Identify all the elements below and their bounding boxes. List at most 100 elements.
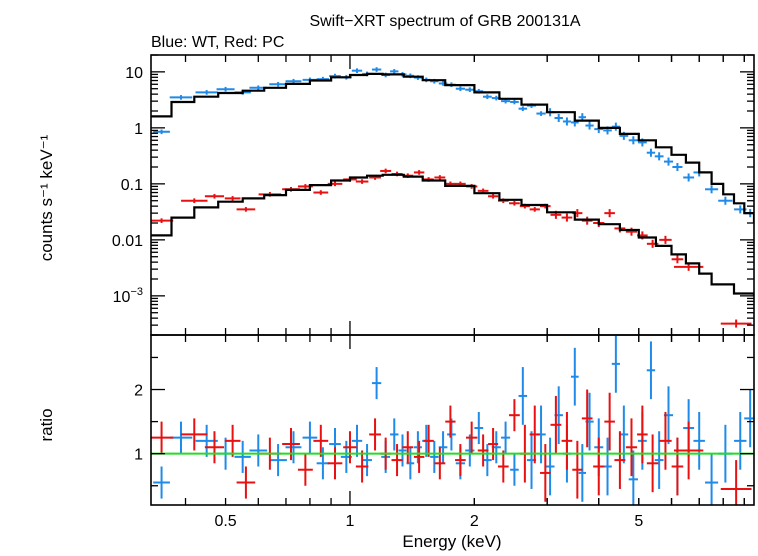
wt-data-point xyxy=(705,185,719,194)
pc-data-point xyxy=(151,218,174,223)
wt-data-point xyxy=(570,347,579,406)
pc-data-point xyxy=(224,196,241,201)
pc-data-point xyxy=(413,170,425,175)
pc-data-point xyxy=(625,227,638,236)
wt-data-point xyxy=(465,434,475,467)
wt-data-point xyxy=(734,411,747,470)
y-tick-label: 0.1 xyxy=(121,177,143,194)
pc-data-point xyxy=(181,198,208,204)
pc-data-point xyxy=(614,431,626,489)
pc-data-point xyxy=(369,418,381,451)
pc-data-point xyxy=(236,466,256,499)
wt-data-point xyxy=(390,69,399,74)
wt-data-point xyxy=(646,341,656,400)
pc-data-point xyxy=(434,175,446,180)
wt-data-point xyxy=(455,86,465,92)
pc-data-point xyxy=(561,213,573,222)
ratio-marks xyxy=(151,335,754,505)
pc-data-point xyxy=(423,424,434,457)
wt-data-point xyxy=(611,335,620,393)
spectrum-ticks: 10 1 0.1 0.01 10−3 xyxy=(112,54,754,336)
wt-data-point xyxy=(510,453,519,486)
wt-data-point xyxy=(536,111,546,116)
pc-data-point xyxy=(181,418,208,451)
wt-data-point xyxy=(153,129,170,135)
wt-data-point xyxy=(430,440,439,473)
pc-data-point xyxy=(488,193,499,199)
pc-data-point xyxy=(604,209,615,218)
wt-data-point xyxy=(718,196,733,205)
pc-data-point xyxy=(455,444,466,477)
y-tick-label-exp: 10−3 xyxy=(113,286,143,306)
wt-data-point xyxy=(474,411,484,445)
wt-data-point xyxy=(195,90,218,95)
wt-data-point xyxy=(169,95,193,100)
wt-model-curve xyxy=(151,72,754,223)
x-tick-label: 2 xyxy=(470,513,479,530)
pc-data-point xyxy=(380,168,392,174)
wt-data-point xyxy=(249,434,268,467)
wt-data-point xyxy=(628,450,638,505)
pc-data-point xyxy=(402,431,414,464)
pc-data-point xyxy=(529,207,540,212)
wt-data-point xyxy=(510,99,519,105)
wt-data-point xyxy=(518,367,528,425)
wt-data-point xyxy=(683,173,695,182)
y-tick-label: 0.01 xyxy=(112,233,143,250)
wt-data-point xyxy=(234,440,251,473)
wt-data-point xyxy=(447,418,456,451)
ratio-series-group xyxy=(151,335,754,505)
pc-data-point xyxy=(671,255,684,264)
wt-data-point xyxy=(562,117,571,126)
chart-title: Swift−XRT spectrum of GRB 200131A xyxy=(309,13,580,30)
ratio-ticks: 1 2 0.5 1 2 5 xyxy=(134,335,754,530)
spectrum-panel: 10 1 0.1 0.01 10−3 xyxy=(112,54,755,336)
y-axis-label-counts: counts s⁻¹ keV⁻¹ xyxy=(37,134,56,261)
wt-data-point xyxy=(269,444,287,477)
pc-data-point xyxy=(434,447,446,480)
pc-data-point xyxy=(561,411,573,470)
wt-data-point xyxy=(603,437,612,496)
pc-spectrum-series xyxy=(151,168,752,328)
wt-data-point xyxy=(302,421,318,454)
wt-data-point xyxy=(585,121,594,130)
pc-data-point xyxy=(297,453,313,486)
wt-data-point xyxy=(654,431,664,489)
pc-data-point xyxy=(673,421,704,480)
y-tick-label: 1 xyxy=(134,121,143,138)
pc-data-point xyxy=(593,437,605,496)
pc-data-point xyxy=(391,444,403,477)
y-tick-label: 1 xyxy=(134,447,143,464)
pc-data-point xyxy=(465,421,478,454)
wt-data-point xyxy=(518,106,528,111)
pc-ratio-series xyxy=(151,389,752,505)
pc-data-point xyxy=(659,235,672,244)
pc-data-point xyxy=(224,424,241,457)
pc-data-point xyxy=(204,431,225,464)
wt-data-point xyxy=(153,466,170,499)
wt-data-point xyxy=(693,411,705,470)
pc-model-curve xyxy=(151,173,754,296)
pc-data-point xyxy=(282,428,300,461)
x-tick-label: 5 xyxy=(634,513,643,530)
pc-data-point xyxy=(204,193,225,199)
wt-data-point xyxy=(398,434,407,467)
wt-data-point xyxy=(465,87,475,93)
pc-data-point xyxy=(509,399,520,432)
ratio-panel: 1 2 0.5 1 2 5 xyxy=(134,334,755,530)
pc-data-point xyxy=(659,411,672,470)
wt-data-point xyxy=(611,122,620,131)
pc-data-point xyxy=(604,392,615,451)
pc-data-point xyxy=(313,424,329,457)
pc-data-point xyxy=(477,434,489,467)
y-tick-label: 2 xyxy=(134,383,143,400)
wt-data-point xyxy=(285,78,302,84)
wt-data-point xyxy=(169,421,193,454)
pc-data-point xyxy=(720,460,752,505)
x-tick-label: 1 xyxy=(346,513,355,530)
x-axis-label: Energy (keV) xyxy=(402,532,501,551)
wt-data-point xyxy=(545,437,555,496)
pc-data-point xyxy=(327,447,343,480)
wt-data-point xyxy=(371,367,382,400)
